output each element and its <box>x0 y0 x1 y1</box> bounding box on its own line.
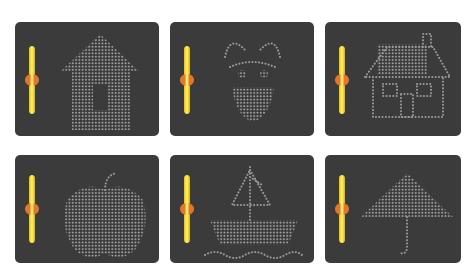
tile-face <box>170 22 314 136</box>
hull <box>210 220 298 245</box>
roof <box>377 44 427 74</box>
eye <box>238 70 246 78</box>
tile-umbrella <box>325 155 461 263</box>
door <box>93 84 107 110</box>
tile-house <box>15 22 159 136</box>
apple-drawing <box>64 187 145 258</box>
product-grid <box>0 0 465 267</box>
tile-cottage <box>325 22 461 136</box>
tile-boat <box>170 155 314 263</box>
tile-apple <box>15 155 159 263</box>
eye <box>260 70 268 78</box>
